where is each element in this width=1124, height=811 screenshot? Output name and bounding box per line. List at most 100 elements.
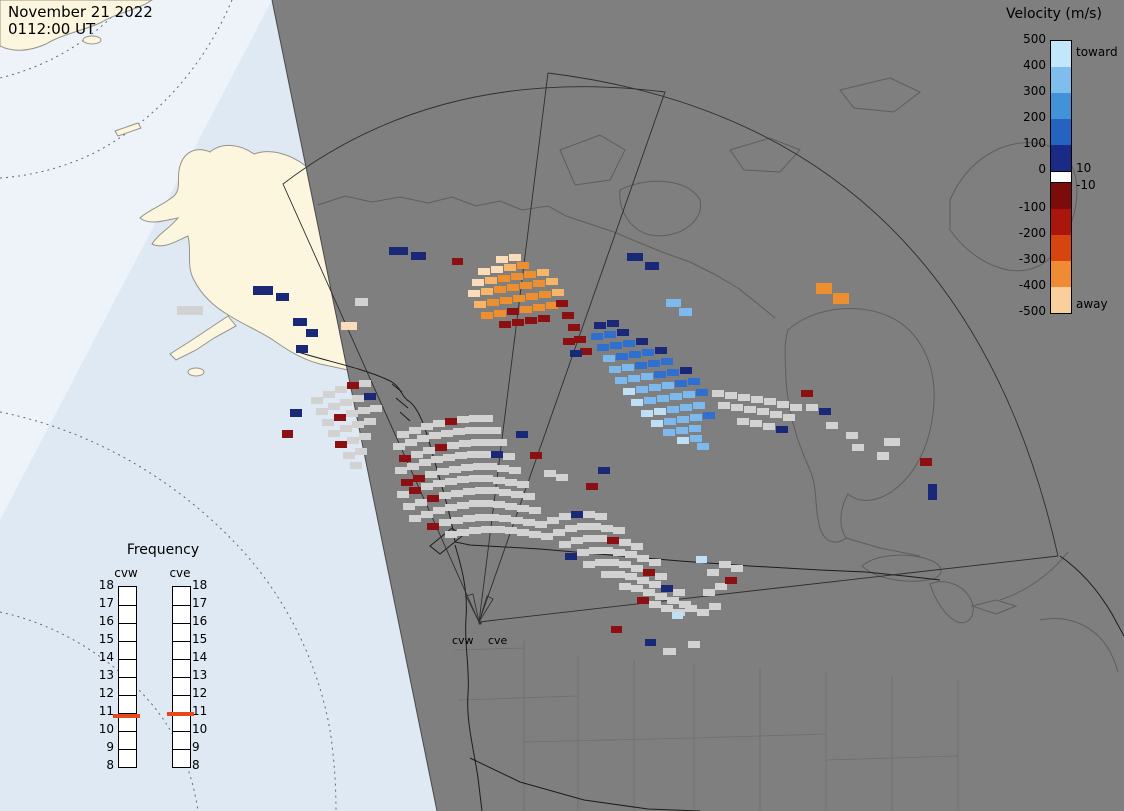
frequency-tick: 15 (98, 632, 114, 646)
echo-cell (350, 462, 362, 469)
frequency-column-label-cvw: cvw (114, 566, 138, 580)
echo-cell (347, 437, 359, 444)
echo-cell (496, 256, 508, 263)
echo-cell (666, 299, 681, 307)
frequency-tick: 11 (192, 704, 208, 718)
echo-cell (447, 442, 459, 449)
echo-cell (826, 422, 838, 429)
echo-cell (469, 415, 481, 422)
echo-cell (475, 487, 487, 494)
echo-cell (629, 351, 641, 358)
echo-cell (457, 476, 469, 483)
echo-cell (649, 601, 661, 608)
echo-cell (411, 252, 426, 260)
colorbar-segment-toward (1051, 41, 1071, 67)
frequency-tick: 12 (192, 686, 208, 700)
echo-cell (670, 393, 682, 400)
echo-cell (601, 525, 613, 532)
echo-cell (463, 515, 475, 522)
echo-cell (663, 648, 676, 655)
echo-cell (290, 409, 302, 417)
echo-cell (481, 475, 493, 482)
echo-cell (499, 321, 511, 328)
echo-cell (631, 543, 643, 550)
echo-cell (409, 487, 421, 494)
echo-cell (475, 514, 487, 521)
echo-cell (654, 371, 666, 378)
echo-cell (664, 418, 676, 425)
colorbar-segment-toward (1051, 119, 1071, 145)
echo-cell (583, 561, 595, 568)
echo-cell (491, 266, 503, 273)
echo-cell (577, 549, 589, 556)
echo-cell (538, 315, 550, 322)
echo-cell (505, 479, 517, 486)
radar-echo-cells (177, 247, 937, 655)
colorbar-segment-away (1051, 235, 1071, 261)
echo-cell (537, 269, 549, 276)
echo-cell (523, 493, 535, 500)
echo-cell (465, 427, 477, 434)
echo-cell (649, 581, 661, 588)
echo-cell (493, 526, 505, 533)
echo-cell (623, 388, 635, 395)
echo-cell (648, 360, 660, 367)
echo-cell (719, 561, 731, 568)
echo-cell (655, 593, 667, 600)
echo-cell (433, 480, 445, 487)
frequency-box (173, 587, 190, 605)
echo-cell (177, 306, 203, 315)
echo-cell (667, 597, 679, 604)
echo-cell (513, 295, 525, 302)
echo-cell (607, 320, 619, 327)
echo-cell (546, 302, 558, 309)
echo-cell (616, 353, 628, 360)
frequency-box (119, 605, 136, 623)
echo-cell (487, 487, 499, 494)
echo-cell (469, 475, 481, 482)
echo-cell (619, 583, 631, 590)
echo-cell (457, 529, 469, 536)
echo-cell (680, 404, 692, 411)
echo-cell (651, 420, 663, 427)
echo-cell (479, 451, 491, 458)
velocity-colorbar (1050, 40, 1072, 314)
frequency-tick: 16 (192, 614, 208, 628)
echo-cell (662, 382, 674, 389)
frequency-box (119, 695, 136, 713)
echo-cell (282, 430, 293, 438)
echo-cell (341, 322, 357, 330)
radar-site-marker (465, 593, 494, 625)
echo-cell (679, 601, 691, 608)
frequency-tick: 13 (98, 668, 114, 682)
echo-cell (535, 521, 547, 528)
echo-cell (556, 474, 568, 481)
echo-cell (777, 401, 789, 408)
echo-cell (517, 481, 529, 488)
echo-cell (737, 418, 749, 425)
echo-cell (487, 514, 499, 521)
velocity-inner-tick: -10 (1076, 178, 1096, 192)
echo-cell (474, 301, 486, 308)
echo-cell (661, 605, 673, 612)
echo-cell (613, 527, 625, 534)
echo-cell (517, 262, 529, 269)
echo-cell (637, 597, 649, 604)
echo-cell (511, 491, 523, 498)
frequency-box (119, 587, 136, 605)
echo-cell (764, 398, 776, 405)
night-coastlines (317, 77, 1119, 673)
echo-cell (455, 452, 467, 459)
echo-cell (512, 319, 524, 326)
echo-cell (323, 391, 335, 398)
frequency-panel: Frequency cvw 18 17 16 15 14 13 12 11 10 9 8 cve 18 17… (88, 542, 238, 792)
echo-cell (611, 626, 622, 633)
echo-cell (459, 440, 471, 447)
echo-cell (399, 455, 411, 462)
echo-cell (677, 437, 689, 444)
echo-cell (493, 501, 505, 508)
frequency-box (119, 731, 136, 749)
echo-cell (770, 411, 782, 418)
echo-cell (401, 479, 413, 486)
echo-cell (645, 262, 659, 270)
